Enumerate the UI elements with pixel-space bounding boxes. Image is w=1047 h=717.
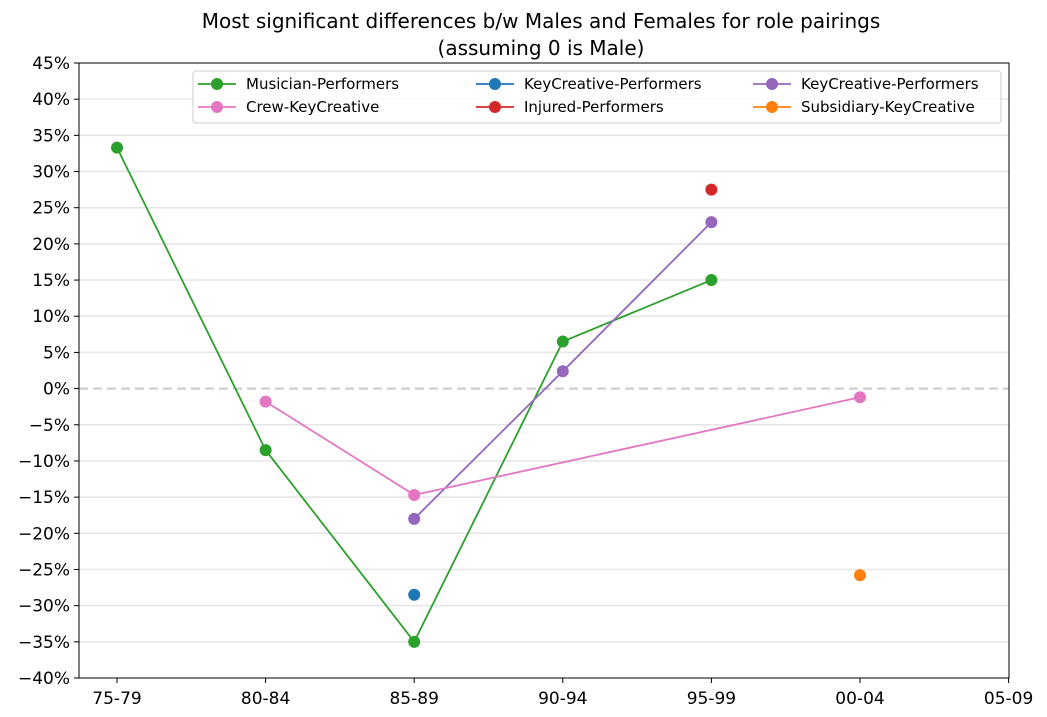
legend-label: KeyCreative-Performers bbox=[524, 75, 702, 93]
y-tick-label: 5% bbox=[43, 343, 70, 363]
legend-swatch-marker bbox=[766, 78, 778, 90]
y-tick-label: −40% bbox=[18, 669, 70, 689]
y-tick-label: 10% bbox=[32, 307, 70, 327]
x-tick-label: 90-94 bbox=[538, 689, 587, 709]
y-tick-label: −20% bbox=[18, 524, 70, 544]
y-tick-label: 40% bbox=[32, 90, 70, 110]
legend-swatch-marker bbox=[489, 78, 501, 90]
legend-swatch-marker bbox=[211, 78, 223, 90]
y-tick-label: 20% bbox=[32, 235, 70, 255]
data-point bbox=[854, 569, 866, 582]
data-point bbox=[408, 588, 421, 601]
y-tick-label: −25% bbox=[18, 560, 70, 580]
legend-label: Musician-Performers bbox=[246, 75, 399, 93]
data-point bbox=[705, 216, 718, 229]
y-tick-label: 45% bbox=[32, 54, 70, 74]
y-tick-label: 0% bbox=[43, 380, 70, 400]
data-point bbox=[556, 365, 569, 378]
legend-swatch-marker bbox=[766, 101, 778, 113]
y-tick-label: 30% bbox=[32, 163, 70, 183]
plot-area-frame bbox=[78, 62, 1010, 679]
x-tick-label: 75-79 bbox=[92, 689, 141, 709]
data-point bbox=[259, 444, 272, 457]
x-tick-label: 05-09 bbox=[984, 689, 1033, 709]
grid-lines bbox=[79, 98, 1009, 643]
series-group bbox=[111, 141, 866, 648]
legend: Musician-Performers KeyCreative-Performer… bbox=[192, 70, 1002, 124]
x-tick-label: 95-99 bbox=[687, 689, 736, 709]
chart-title: Most significant differences b/w Males a… bbox=[202, 9, 880, 33]
legend-frame bbox=[192, 70, 1002, 124]
y-tick-label: −10% bbox=[18, 452, 70, 472]
data-point bbox=[705, 274, 718, 287]
y-tick-label: −30% bbox=[18, 597, 70, 617]
legend-label: Injured-Performers bbox=[524, 98, 664, 116]
x-tick-label: 85-89 bbox=[389, 689, 438, 709]
data-point bbox=[259, 395, 272, 408]
y-axis: −40% −35% −30% −25% −20% −15% −10% −5% 0% 5% 10% 15… bbox=[18, 54, 79, 689]
y-tick-label: −15% bbox=[18, 488, 70, 508]
legend-label: KeyCreative-Performers bbox=[801, 75, 979, 93]
data-point bbox=[408, 512, 421, 525]
legend-swatch-marker bbox=[489, 101, 501, 113]
data-point bbox=[854, 391, 866, 404]
series-line bbox=[116, 147, 712, 644]
y-tick-label: −35% bbox=[18, 633, 70, 653]
x-axis: 75-79 80-84 85-89 90-94 95-99 00-04 05-09 bbox=[92, 678, 1033, 709]
x-tick-label: 00-04 bbox=[835, 689, 884, 709]
y-tick-label: 25% bbox=[32, 199, 70, 219]
chart-subtitle: (assuming 0 is Male) bbox=[438, 36, 645, 60]
legend-label: Subsidiary-KeyCreative bbox=[801, 98, 975, 116]
legend-label: Crew-KeyCreative bbox=[246, 98, 379, 116]
x-tick-label: 80-84 bbox=[241, 689, 290, 709]
y-tick-label: 35% bbox=[32, 126, 70, 146]
data-point bbox=[556, 335, 569, 348]
data-point bbox=[111, 141, 123, 154]
legend-swatch-marker bbox=[211, 101, 223, 113]
series-line bbox=[265, 396, 861, 496]
data-point bbox=[705, 183, 718, 196]
y-tick-label: −5% bbox=[29, 416, 70, 436]
data-point bbox=[408, 488, 421, 501]
data-point bbox=[408, 635, 421, 648]
y-tick-label: 15% bbox=[32, 271, 70, 291]
